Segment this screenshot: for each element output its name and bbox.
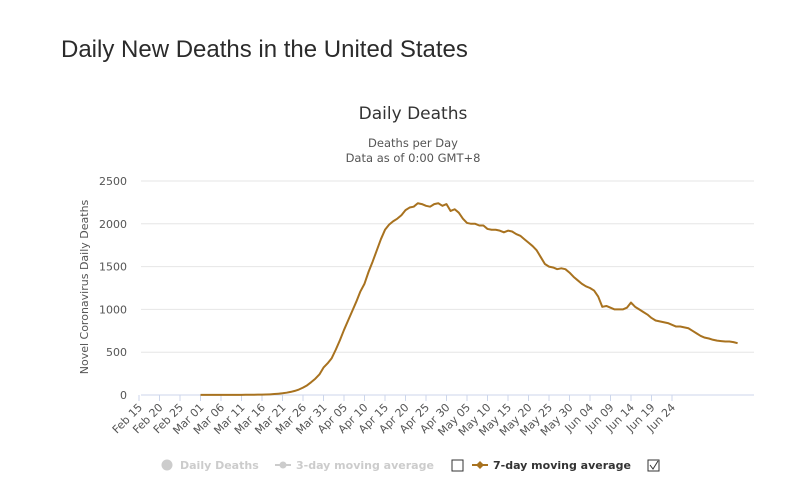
y-tick-label: 0 xyxy=(120,389,127,402)
grid-lines xyxy=(141,180,754,353)
checkbox-3-day-average[interactable] xyxy=(451,459,464,472)
y-tick-label: 1500 xyxy=(99,261,127,274)
chart-subtitle-line-2: Data as of 0:00 GMT+8 xyxy=(346,151,481,165)
series-line-7-day-moving-average[interactable] xyxy=(200,202,738,396)
page-title: Daily New Deaths in the United States xyxy=(61,36,468,63)
y-axis-ticks: 0 500 1000 1500 2000 2500 xyxy=(99,175,127,402)
chart-title: Daily Deaths xyxy=(359,104,468,124)
legend: Daily Deaths 3-day moving average 7-day … xyxy=(161,459,660,472)
y-tick-label: 2500 xyxy=(99,175,127,188)
legend-label-7-day-average: 7-day moving average xyxy=(493,459,631,472)
legend-label-3-day-average: 3-day moving average xyxy=(296,459,434,472)
legend-marker-7-day-average xyxy=(476,461,484,469)
series-group xyxy=(200,202,738,396)
legend-marker-3-day-average xyxy=(279,461,287,469)
check-icon xyxy=(649,460,659,470)
chart-subtitle-line-1: Deaths per Day xyxy=(368,136,458,150)
checkbox-7-day-average-box xyxy=(647,459,660,472)
legend-item-daily-deaths[interactable]: Daily Deaths xyxy=(161,459,260,472)
legend-marker-daily-deaths xyxy=(161,459,173,471)
checkbox-7-day-average[interactable] xyxy=(647,459,660,472)
y-tick-label: 500 xyxy=(106,346,127,359)
y-tick-label: 1000 xyxy=(99,303,127,316)
y-tick-label: 2000 xyxy=(99,218,127,231)
legend-label-daily-deaths: Daily Deaths xyxy=(180,459,259,472)
legend-item-7-day-average[interactable]: 7-day moving average xyxy=(472,459,631,472)
y-axis-label: Novel Coronavirus Daily Deaths xyxy=(78,199,91,374)
legend-item-3-day-average[interactable]: 3-day moving average xyxy=(275,459,434,472)
